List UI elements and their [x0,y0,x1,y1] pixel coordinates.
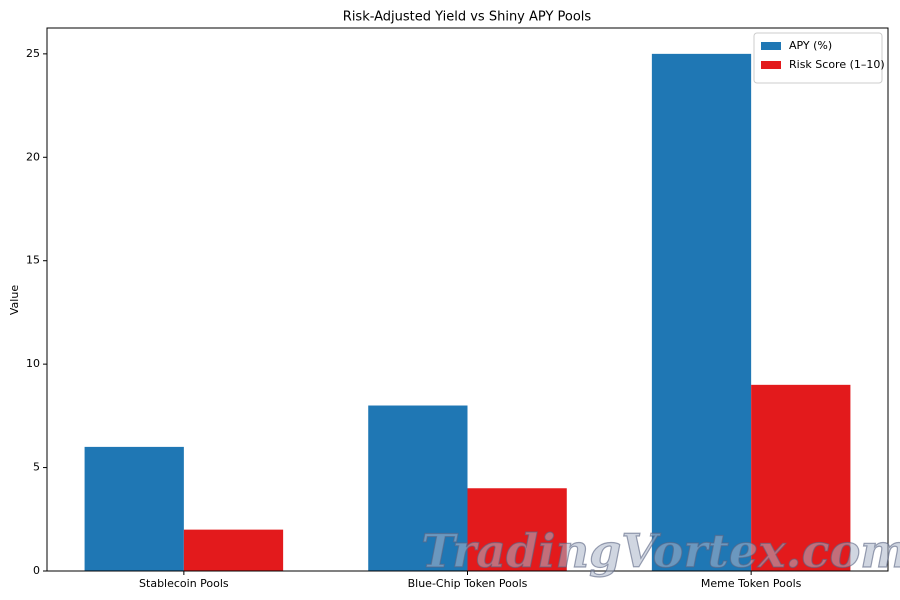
y-tick-label: 0 [33,564,40,577]
bar [84,446,184,571]
legend-box [753,32,883,84]
legend-swatch [761,42,781,50]
bar [651,53,752,572]
bar [467,488,567,571]
bar [368,405,468,571]
bar [751,384,851,571]
x-tick-label: Meme Token Pools [701,577,802,590]
y-tick-label: 20 [26,150,40,163]
y-axis-label: Value [8,285,21,315]
watermark: TradingVortex.com [421,524,900,578]
y-tick-label: 15 [26,254,40,267]
bar [183,529,284,571]
y-tick-label: 10 [26,357,40,370]
legend-label: Risk Score (1–10) [789,58,885,71]
x-tick-label: Blue-Chip Token Pools [408,577,528,590]
legend-label: APY (%) [789,39,832,52]
x-tick-label: Stablecoin Pools [139,577,229,590]
legend-swatch [761,61,781,69]
y-tick-label: 5 [33,461,40,474]
plot-frame [46,27,889,572]
chart-title: Risk-Adjusted Yield vs Shiny APY Pools [343,10,592,25]
y-tick-label: 25 [26,47,40,60]
